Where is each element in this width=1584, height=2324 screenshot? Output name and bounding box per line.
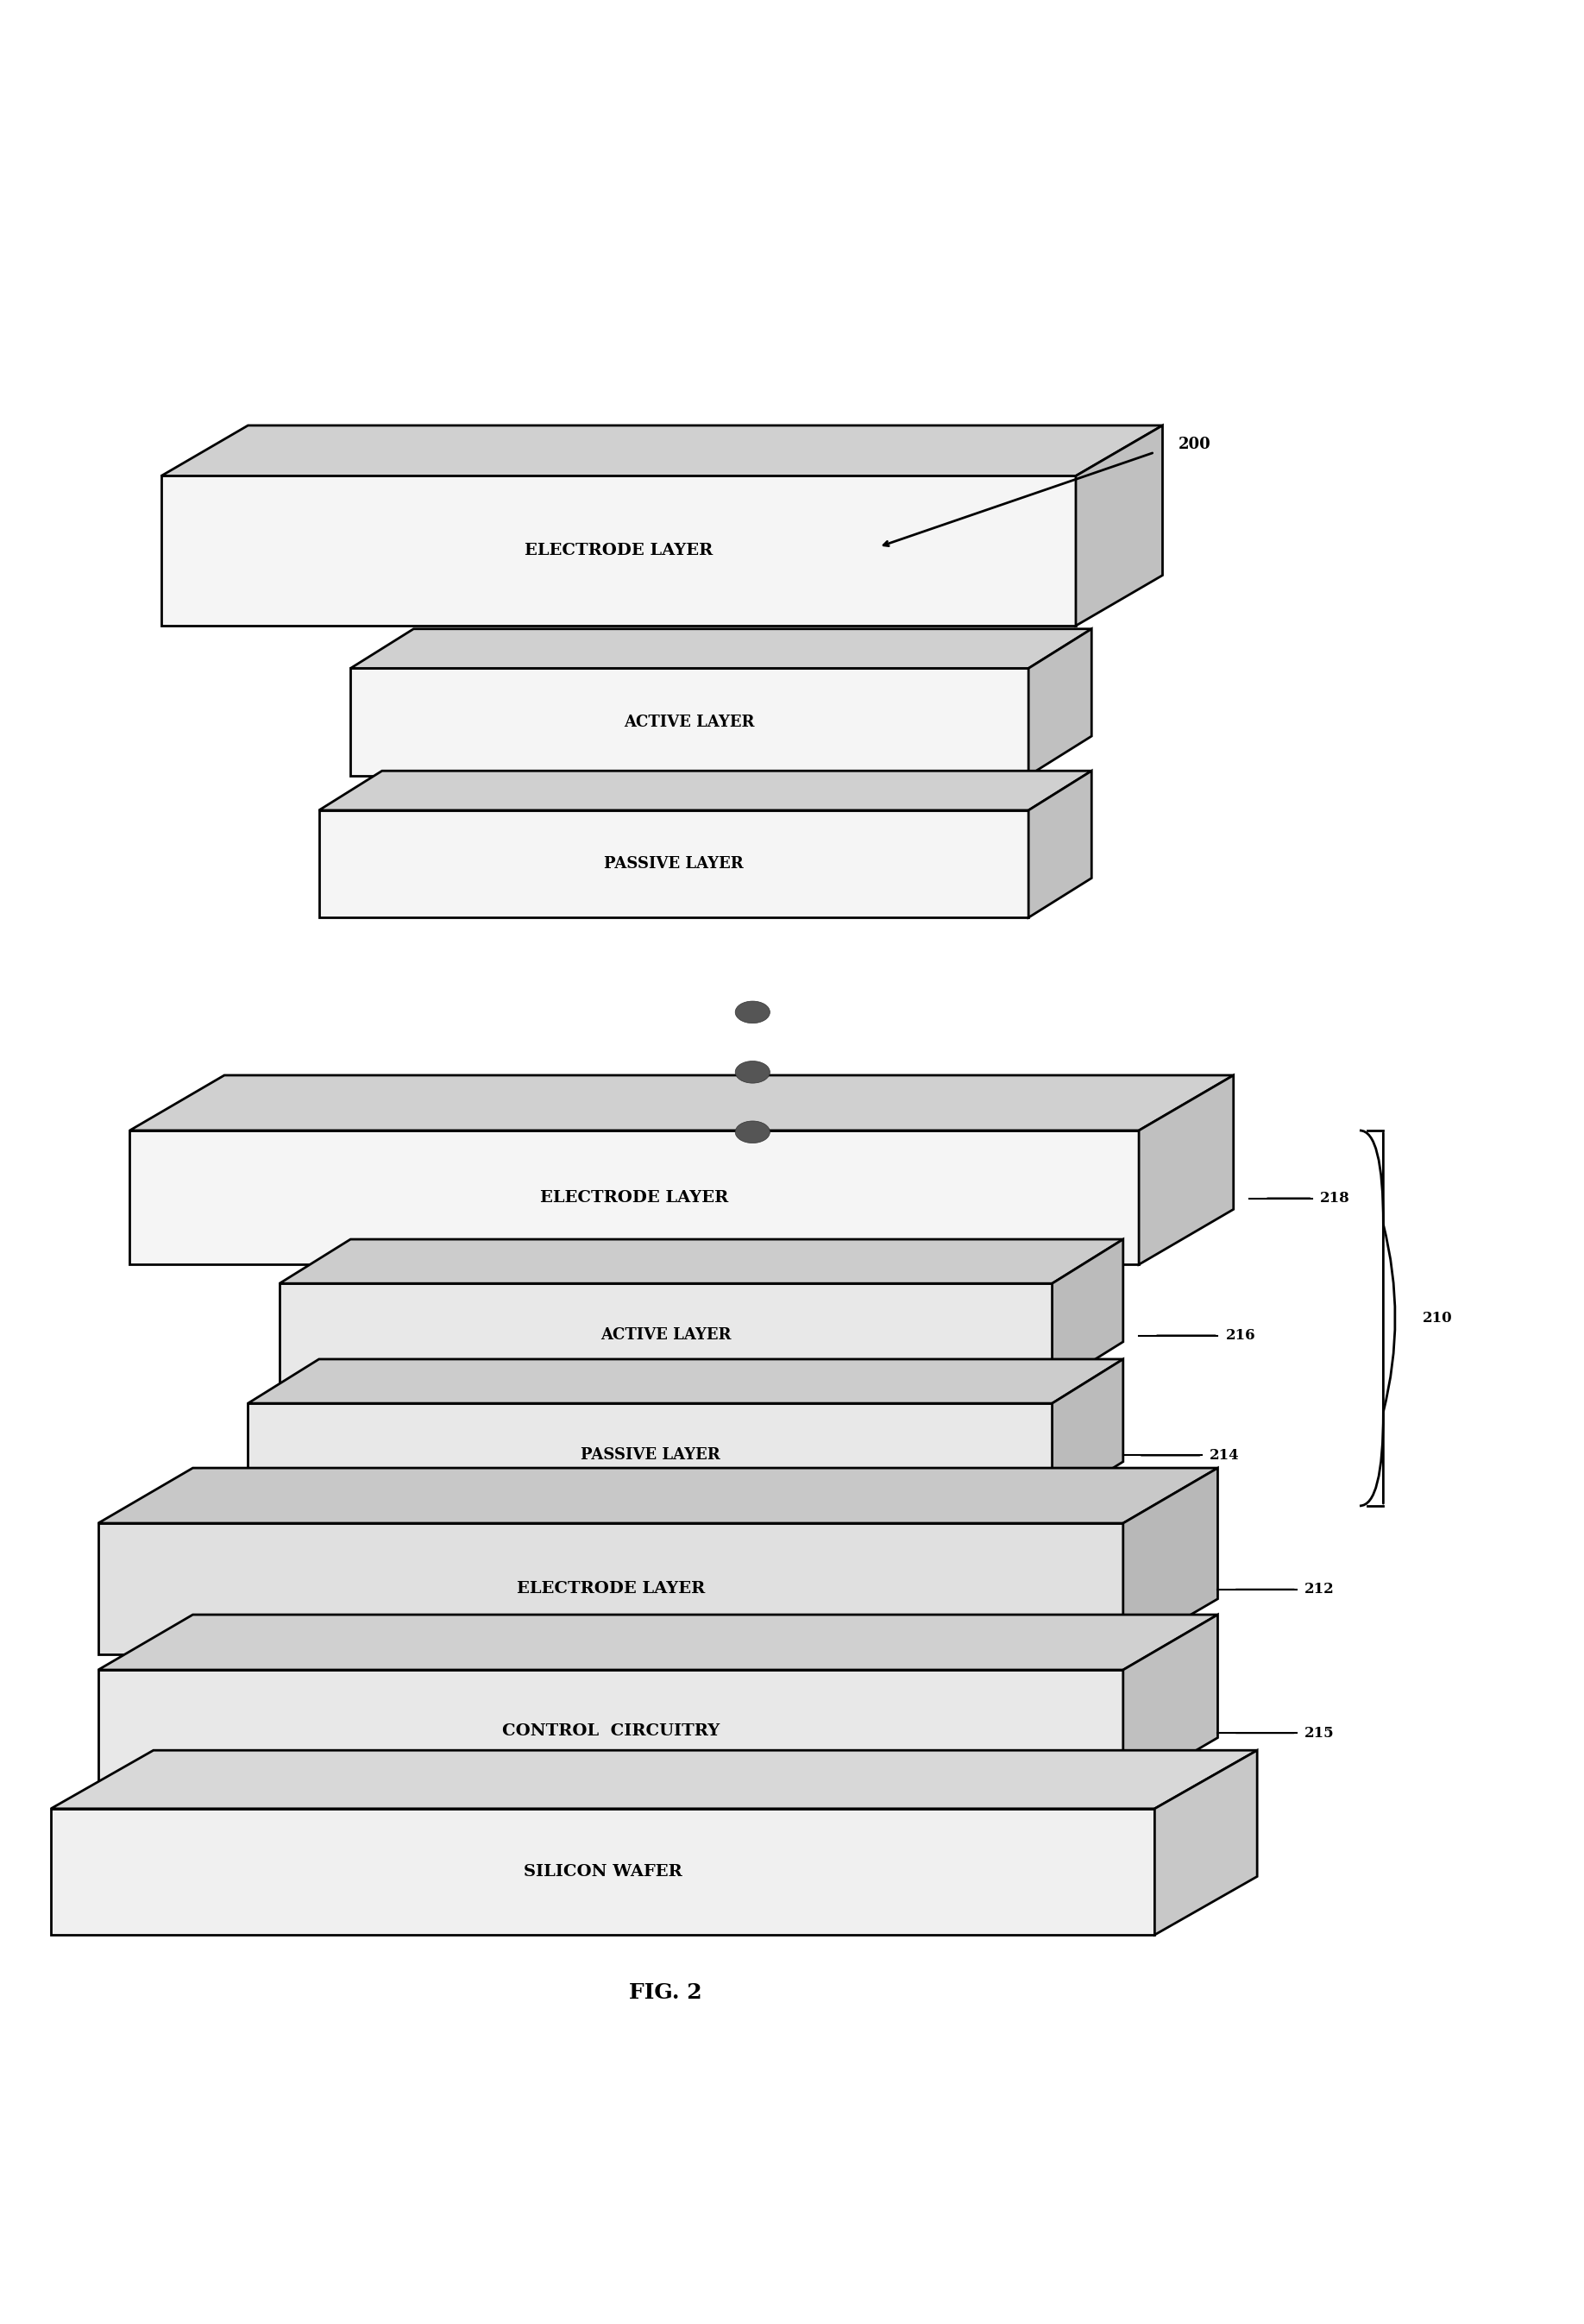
- Text: FIG. 2: FIG. 2: [629, 1982, 702, 2003]
- Text: 200: 200: [1178, 437, 1210, 453]
- Polygon shape: [249, 1360, 1123, 1404]
- Polygon shape: [98, 1469, 1218, 1522]
- Polygon shape: [1123, 1469, 1218, 1655]
- Polygon shape: [98, 1522, 1123, 1655]
- Polygon shape: [318, 772, 1091, 811]
- Polygon shape: [1139, 1076, 1234, 1264]
- Text: 215: 215: [1305, 1727, 1334, 1741]
- Text: ELECTRODE LAYER: ELECTRODE LAYER: [516, 1580, 705, 1597]
- Polygon shape: [1028, 772, 1091, 918]
- Ellipse shape: [735, 1062, 770, 1083]
- Text: 216: 216: [1226, 1327, 1256, 1343]
- Polygon shape: [279, 1239, 1123, 1283]
- Polygon shape: [1123, 1615, 1218, 1792]
- Text: ACTIVE LAYER: ACTIVE LAYER: [624, 713, 756, 730]
- Text: 212: 212: [1305, 1583, 1334, 1597]
- Text: ELECTRODE LAYER: ELECTRODE LAYER: [524, 544, 713, 558]
- Polygon shape: [51, 1750, 1258, 1808]
- Polygon shape: [1155, 1750, 1258, 1936]
- Polygon shape: [318, 811, 1028, 918]
- Polygon shape: [130, 1076, 1234, 1129]
- Polygon shape: [98, 1615, 1218, 1671]
- Polygon shape: [1052, 1239, 1123, 1385]
- Polygon shape: [98, 1671, 1123, 1792]
- Text: PASSIVE LAYER: PASSIVE LAYER: [604, 855, 743, 872]
- Text: PASSIVE LAYER: PASSIVE LAYER: [580, 1448, 719, 1462]
- Text: 218: 218: [1319, 1190, 1350, 1206]
- Ellipse shape: [735, 1002, 770, 1023]
- Text: SILICON WAFER: SILICON WAFER: [524, 1864, 683, 1880]
- Polygon shape: [162, 476, 1076, 625]
- Text: ACTIVE LAYER: ACTIVE LAYER: [600, 1327, 732, 1343]
- Polygon shape: [249, 1404, 1052, 1506]
- Polygon shape: [279, 1283, 1052, 1385]
- Polygon shape: [1052, 1360, 1123, 1506]
- Polygon shape: [51, 1808, 1155, 1936]
- Text: 214: 214: [1210, 1448, 1240, 1462]
- Text: ELECTRODE LAYER: ELECTRODE LAYER: [540, 1190, 729, 1206]
- Polygon shape: [130, 1129, 1139, 1264]
- Polygon shape: [350, 630, 1091, 669]
- Polygon shape: [1076, 425, 1163, 625]
- Polygon shape: [162, 425, 1163, 476]
- Text: 210: 210: [1422, 1311, 1453, 1325]
- Ellipse shape: [735, 1120, 770, 1143]
- Polygon shape: [1028, 630, 1091, 776]
- Polygon shape: [350, 669, 1028, 776]
- Text: CONTROL  CIRCUITRY: CONTROL CIRCUITRY: [502, 1724, 719, 1738]
